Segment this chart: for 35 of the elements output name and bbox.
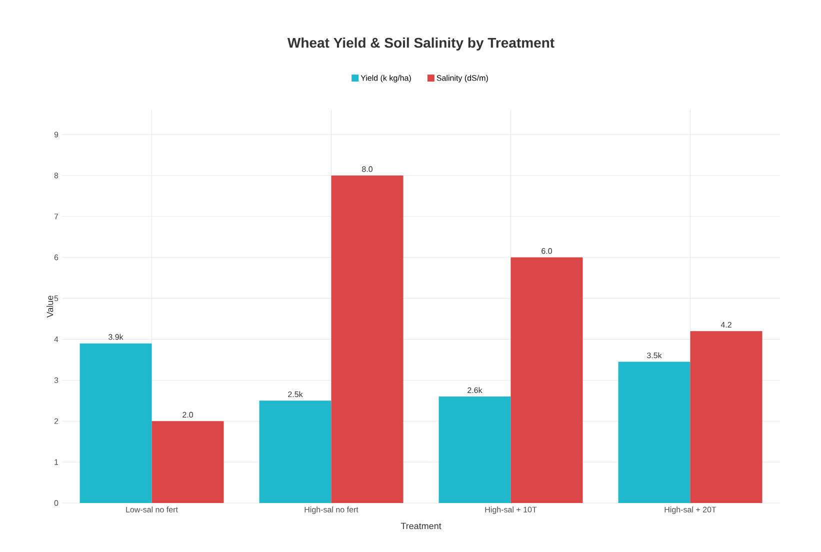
data-label: 2.5k [288, 391, 303, 398]
bar [152, 421, 224, 503]
y-tick-label: 2 [54, 418, 58, 424]
x-tick-label: Low-sal no fert [126, 506, 178, 512]
y-tick-label: 3 [54, 377, 58, 384]
bar [259, 400, 332, 503]
x-tick-label: High-sal no fert [304, 506, 358, 514]
data-label: 6.0 [542, 248, 552, 254]
data-label: 4.2 [720, 322, 732, 328]
y-axis-title: Value [46, 296, 54, 318]
bar [618, 362, 690, 503]
bar [690, 331, 762, 503]
bar [438, 396, 511, 503]
data-label: 3.5k [646, 352, 662, 358]
x-tick-label: High-sal + 10T [485, 506, 537, 514]
bar [80, 343, 152, 503]
y-tick-label: 8 [54, 172, 58, 178]
y-tick-label: 0 [54, 500, 58, 506]
bar [510, 257, 583, 503]
legend-label: Salinity (dS/m) [436, 74, 488, 82]
data-label: 8.0 [362, 166, 373, 172]
x-tick-label: High-sal + 20T [664, 506, 716, 514]
chart-title: Wheat Yield & Soil Salinity by Treatment [287, 37, 554, 51]
data-label: 2.0 [182, 412, 194, 418]
bar [331, 176, 404, 503]
data-label: 2.6k [468, 387, 482, 394]
y-tick-label: 5 [54, 296, 58, 302]
y-tick-label: 7 [54, 214, 58, 220]
y-tick-label: 4 [54, 336, 58, 342]
y-tick-label: 9 [54, 132, 58, 138]
y-tick-label: 6 [54, 254, 58, 260]
legend-label: Yield (k kg/ha) [360, 74, 411, 82]
data-label: 3.9k [108, 334, 124, 340]
y-tick-label: 1 [54, 459, 58, 465]
x-axis-title: Treatment [400, 522, 442, 530]
